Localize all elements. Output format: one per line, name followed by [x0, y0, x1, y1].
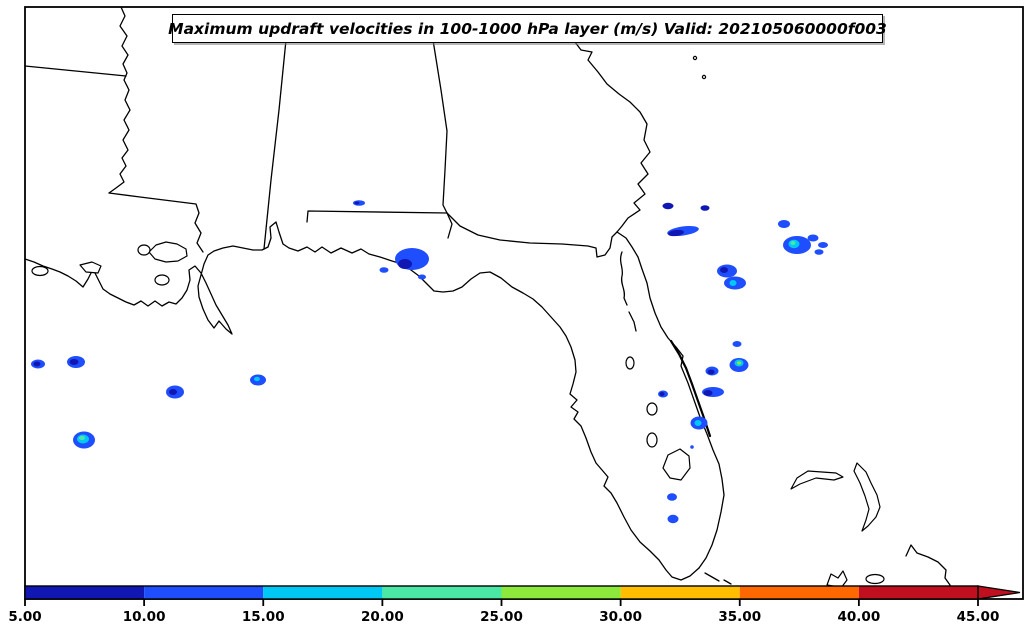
- colorbar-segment: [382, 586, 502, 599]
- florida-keys: [704, 572, 732, 585]
- updraft-cell: [700, 205, 710, 211]
- updraft-cell: [254, 376, 260, 382]
- st-johns-river: [619, 251, 628, 306]
- updraft-cell: [79, 435, 85, 441]
- carolina-coast-islet: [692, 55, 698, 61]
- lake-kissimmee: [646, 402, 658, 416]
- louisiana-mississippi-border: [108, 192, 204, 253]
- coastline-gulf: [24, 221, 700, 581]
- abaco-island: [853, 462, 881, 532]
- colorbar-tick-label: 40.00: [838, 609, 881, 625]
- colorbar-segment: [620, 586, 740, 599]
- updraft-cell: [694, 420, 702, 426]
- colorbar-segment: [144, 586, 264, 599]
- mississippi-alabama-border: [263, 39, 287, 250]
- updraft-cell: [354, 201, 360, 205]
- lake-maurepas: [137, 244, 151, 256]
- updraft-cell: [169, 389, 177, 395]
- colorbar-tick-label: 25.00: [480, 609, 523, 625]
- arkansas-louisiana-border: [24, 65, 127, 77]
- updraft-cell: [667, 514, 679, 524]
- colorbar-segment: [858, 586, 978, 599]
- colorbar-segment: [263, 586, 383, 599]
- coastline-florida-east: [616, 231, 725, 569]
- updraft-cell: [807, 234, 819, 242]
- updraft-cell: [69, 359, 79, 365]
- updraft-cell: [790, 241, 796, 245]
- colorbar-tick-label: 10.00: [123, 609, 166, 625]
- updraft-cell: [720, 267, 728, 273]
- lake-salvador: [154, 274, 170, 286]
- updraft-cell: [814, 249, 824, 255]
- updraft-cell: [662, 202, 674, 210]
- updraft-cell: [707, 369, 715, 375]
- updraft-cell: [659, 392, 665, 396]
- colorbar-overflow-arrow: [977, 585, 1021, 600]
- colorbar: 5.00 10.00 15.00 20.00 25.00 30.00 35.00 40.00 4…: [8, 585, 1021, 625]
- updraft-cell: [418, 274, 426, 280]
- lake-pontchartrain: [148, 241, 188, 263]
- st-johns-river-lower: [628, 311, 637, 332]
- colorbar-tick-label: 20.00: [361, 609, 404, 625]
- georgia-florida-border: [446, 212, 618, 258]
- alabama-georgia-border: [432, 39, 448, 214]
- coastline-cuba: [905, 544, 953, 593]
- updraft-cell: [818, 242, 828, 248]
- updraft-cell: [732, 341, 742, 347]
- colorbar-tick-label: 15.00: [242, 609, 285, 625]
- apalachicola-river: [446, 212, 453, 239]
- grand-bahama-island: [790, 470, 844, 490]
- title-box: Maximum updraft velocities in 100-1000 h…: [168, 14, 887, 43]
- updraft-cell: [668, 229, 684, 237]
- coastline-atlantic-georgia: [574, 41, 651, 233]
- alabama-florida-border: [306, 210, 448, 223]
- colorbar-tick-label: 5.00: [8, 609, 41, 625]
- updraft-cell: [667, 493, 677, 501]
- louisiana-coastal-island: [31, 265, 49, 277]
- carolina-coast-islet: [701, 74, 707, 80]
- updraft-cell: [737, 361, 741, 365]
- figure-title: Maximum updraft velocities in 100-1000 h…: [168, 19, 887, 38]
- updraft-cell: [398, 259, 412, 269]
- andros-islet: [865, 573, 885, 585]
- colorbar-segment: [739, 586, 859, 599]
- updraft-cell: [690, 445, 694, 449]
- louisiana-marsh-island: [79, 261, 102, 274]
- colorbar-segment: [501, 586, 621, 599]
- colorbar-tick-label: 45.00: [957, 609, 1000, 625]
- updraft-cell: [778, 220, 790, 228]
- updraft-cell: [703, 390, 713, 396]
- mississippi-river-border: [108, 6, 131, 194]
- colorbar-tick-label: 30.00: [599, 609, 642, 625]
- colorbar-segment: [25, 586, 145, 599]
- central-florida-lake: [625, 356, 635, 370]
- updraft-cell: [379, 267, 389, 273]
- updraft-cell: [33, 361, 41, 367]
- lake-okeechobee: [662, 448, 691, 481]
- colorbar-tick-label: 35.00: [718, 609, 761, 625]
- updraft-cells-layer: [31, 200, 828, 524]
- lake-istokpoga: [646, 432, 658, 448]
- updraft-cell: [729, 280, 737, 286]
